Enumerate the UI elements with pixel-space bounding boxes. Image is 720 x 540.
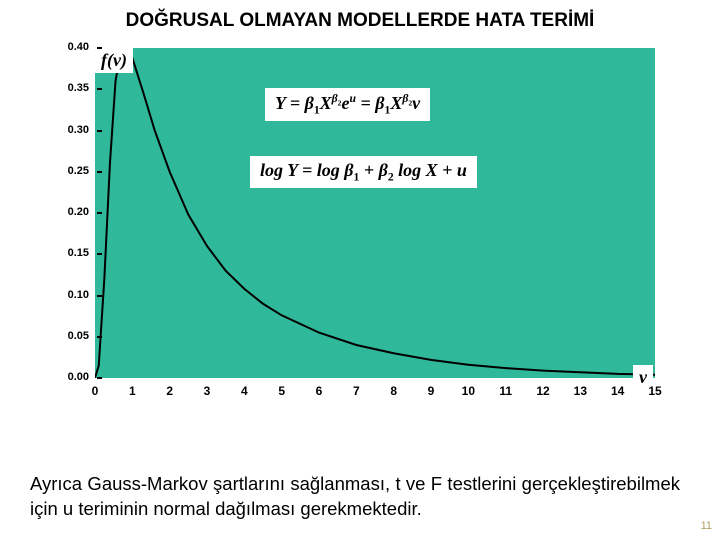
x-tick-label: 11 [499,384,512,398]
x-tick-label: 7 [353,384,360,398]
x-tick-label: 6 [316,384,323,398]
y-tick-mark [97,377,102,379]
x-tick-label: 0 [92,384,99,398]
y-tick-label: 0.25 [55,165,89,177]
x-tick-label: 10 [462,384,475,398]
y-tick-label: 0.20 [55,206,89,218]
y-tick-mark [97,295,102,297]
equation-2: log Y = log β1 + β2 log X + u [250,156,477,188]
y-tick-label: 0.35 [55,82,89,94]
y-tick-label: 0.10 [55,289,89,301]
x-tick-label: 9 [428,384,435,398]
y-tick-mark [97,253,102,255]
y-tick-label: 0.00 [55,371,89,383]
slide-title: DOĞRUSAL OLMAYAN MODELLERDE HATA TERİMİ [0,0,720,38]
y-tick-mark [97,171,102,173]
y-axis-label: f(v) [95,48,133,73]
x-tick-label: 1 [129,384,136,398]
body-text: Ayrıca Gauss-Markov şartlarını sağlanmas… [30,472,680,522]
x-tick-label: 5 [278,384,285,398]
y-tick-mark [97,88,102,90]
y-tick-mark [97,130,102,132]
y-tick-label: 0.30 [55,124,89,136]
y-tick-mark [97,212,102,214]
x-tick-label: 8 [390,384,397,398]
chart-area: f(v) v 0.400.350.300.250.200.150.100.050… [35,38,685,418]
y-tick-label: 0.05 [55,330,89,342]
x-tick-label: 15 [648,384,661,398]
x-tick-label: 14 [611,384,624,398]
x-tick-label: 2 [166,384,173,398]
x-tick-label: 12 [536,384,549,398]
x-tick-label: 13 [574,384,587,398]
x-tick-label: 3 [204,384,211,398]
y-tick-label: 0.15 [55,247,89,259]
y-tick-label: 0.40 [55,41,89,53]
x-tick-label: 4 [241,384,248,398]
page-number: 11 [701,520,712,532]
equation-1: Y = β1Xβ2eu = β1Xβ2v [265,88,430,121]
y-tick-mark [97,47,102,49]
y-tick-mark [97,336,102,338]
